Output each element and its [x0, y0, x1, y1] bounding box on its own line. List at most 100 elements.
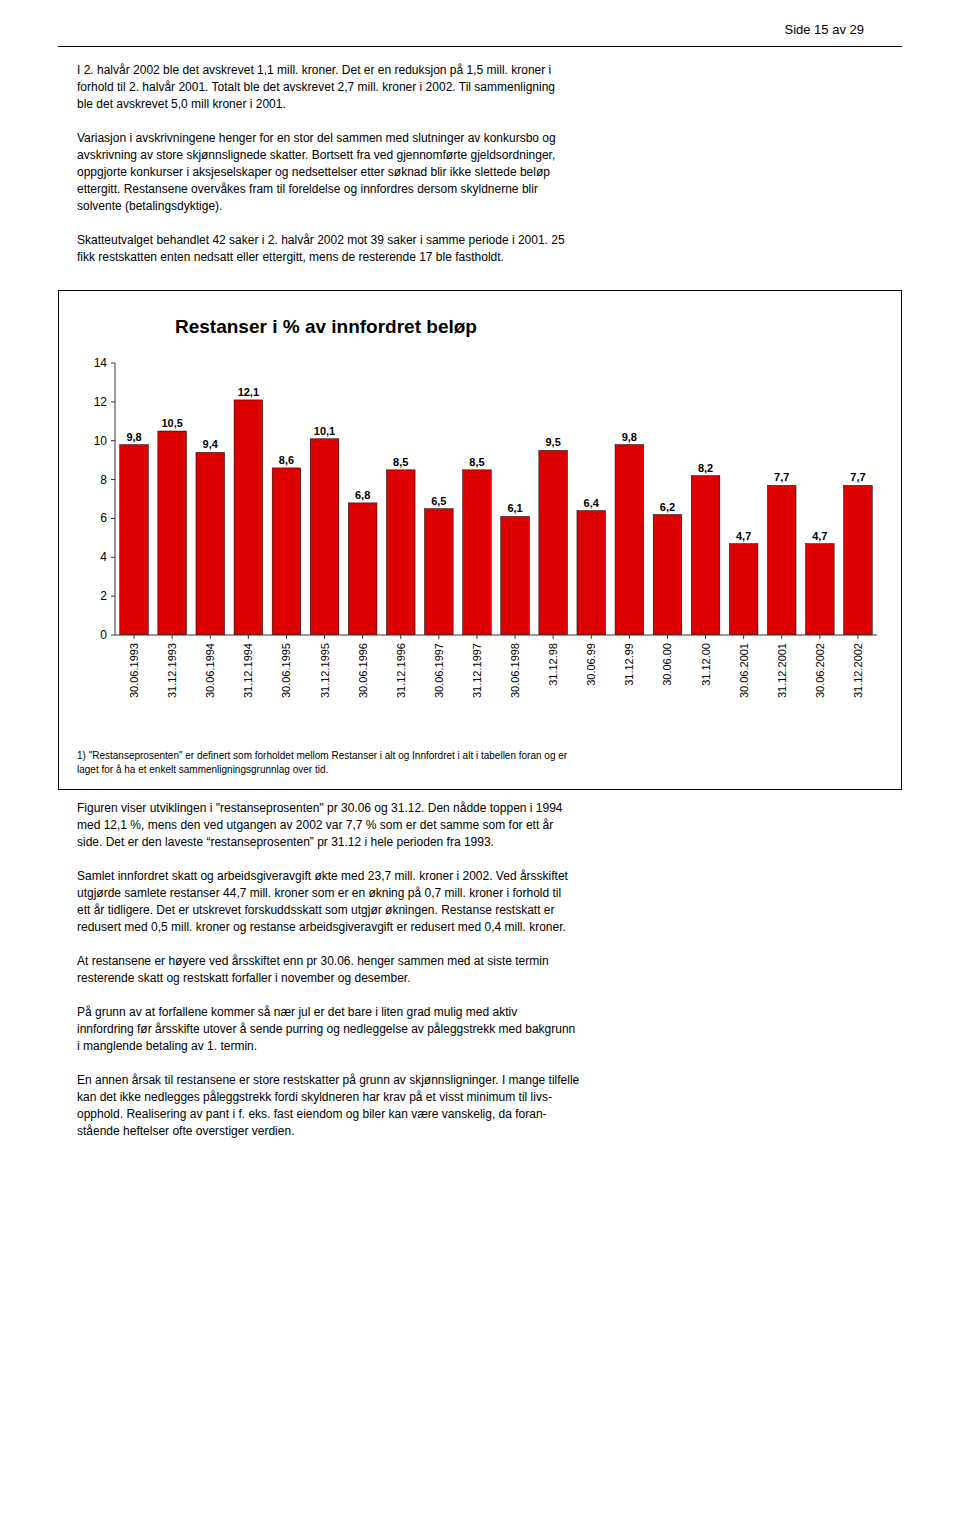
bar	[844, 485, 873, 635]
bar	[234, 400, 263, 635]
x-tick-label: 30.06.00	[661, 643, 673, 686]
y-tick	[111, 440, 115, 441]
x-tick	[553, 635, 554, 639]
x-tick	[515, 635, 516, 639]
x-tick-label: 30.06.2002	[814, 643, 826, 698]
x-axis	[115, 635, 877, 636]
bar	[806, 544, 835, 635]
footnote: 1) "Restanseprosenten" er definert som f…	[77, 749, 901, 777]
y-tick-label: 2	[100, 589, 107, 603]
data-label: 4,7	[736, 530, 751, 542]
data-label: 9,4	[203, 438, 219, 450]
data-label: 10,5	[161, 417, 182, 429]
bar	[196, 452, 225, 635]
x-tick	[591, 635, 592, 639]
data-label: 12,1	[238, 386, 259, 398]
bar	[501, 516, 530, 635]
x-tick-label: 31.12.00	[700, 643, 712, 686]
bar	[691, 476, 720, 635]
data-label: 8,5	[469, 456, 484, 468]
y-axis	[115, 363, 116, 635]
x-tick-label: 31.12.2002	[852, 643, 864, 698]
chart: Restanser i % av innfordret beløp 9,8 10,5…	[59, 301, 901, 741]
x-tick-label: 31.12.1997	[471, 643, 483, 698]
y-tick	[111, 401, 115, 402]
x-tick	[705, 635, 706, 639]
x-tick-label: 31.12.1996	[395, 643, 407, 698]
x-tick	[667, 635, 668, 639]
y-tick-label: 0	[100, 628, 107, 642]
y-tick-label: 14	[94, 356, 108, 370]
y-tick-label: 8	[100, 473, 107, 487]
x-tick	[476, 635, 477, 639]
bar	[425, 509, 454, 635]
bar	[577, 511, 606, 635]
data-label: 7,7	[850, 471, 865, 483]
data-label: 6,8	[355, 489, 370, 501]
data-label: 6,4	[584, 497, 600, 509]
bar	[615, 445, 644, 635]
x-tick-label: 31.12.1993	[166, 643, 178, 698]
x-tick	[743, 635, 744, 639]
body-text: I 2. halvår 2002 ble det avskrevet 1,1 m…	[77, 62, 897, 266]
x-tick-label: 31.12.1994	[242, 643, 254, 698]
data-label: 10,1	[314, 425, 335, 437]
page-header: Side 15 av 29	[784, 22, 864, 37]
x-tick-label: 30.06.99	[585, 643, 597, 686]
header-rule	[58, 46, 902, 47]
bar	[272, 468, 301, 635]
data-label: 6,2	[660, 501, 675, 513]
x-tick	[248, 635, 249, 639]
x-tick-label: 30.06.2001	[738, 643, 750, 698]
data-label: 6,1	[507, 502, 522, 514]
data-label: 9,8	[622, 431, 637, 443]
bar	[348, 503, 377, 635]
y-tick	[111, 363, 115, 364]
data-label: 8,6	[279, 454, 294, 466]
body-text: Figuren viser utviklingen i "restansepro…	[77, 800, 897, 1140]
x-tick-label: 30.06.1996	[357, 643, 369, 698]
data-label: 9,8	[126, 431, 141, 443]
chart-title: Restanser i % av innfordret beløp	[175, 316, 477, 337]
x-tick-label: 31.12.1995	[319, 643, 331, 698]
y-tick	[111, 479, 115, 480]
x-tick	[172, 635, 173, 639]
x-tick	[438, 635, 439, 639]
bar	[158, 431, 187, 635]
x-tick	[629, 635, 630, 639]
x-tick	[362, 635, 363, 639]
x-tick	[819, 635, 820, 639]
x-tick-label: 31.12.2001	[776, 643, 788, 698]
bar	[653, 515, 682, 635]
bar	[539, 450, 568, 635]
bar	[729, 544, 758, 635]
y-tick-label: 10	[94, 434, 108, 448]
data-label: 7,7	[774, 471, 789, 483]
x-tick	[781, 635, 782, 639]
y-tick	[111, 596, 115, 597]
bars	[120, 400, 872, 635]
y-tick-label: 6	[100, 511, 107, 525]
data-label: 8,5	[393, 456, 408, 468]
bar	[463, 470, 492, 635]
bar	[310, 439, 339, 635]
data-label: 9,5	[546, 436, 561, 448]
y-tick	[111, 518, 115, 519]
y-tick-label: 12	[94, 395, 108, 409]
chart-box: Restanser i % av innfordret beløp 9,8 10,5…	[58, 290, 902, 790]
x-tick	[210, 635, 211, 639]
x-tick	[286, 635, 287, 639]
x-tick-label: 30.06.1997	[433, 643, 445, 698]
data-label: 4,7	[812, 530, 827, 542]
y-tick-label: 4	[100, 550, 107, 564]
data-label: 8,2	[698, 462, 713, 474]
y-tick	[111, 557, 115, 558]
x-tick-label: 30.06.1994	[204, 643, 216, 698]
bar	[386, 470, 415, 635]
x-tick-label: 30.06.1998	[509, 643, 521, 698]
x-tick-label: 30.06.1993	[128, 643, 140, 698]
x-tick-label: 31.12.98	[547, 643, 559, 686]
bar	[120, 445, 149, 635]
x-tick	[324, 635, 325, 639]
y-tick	[111, 635, 115, 636]
